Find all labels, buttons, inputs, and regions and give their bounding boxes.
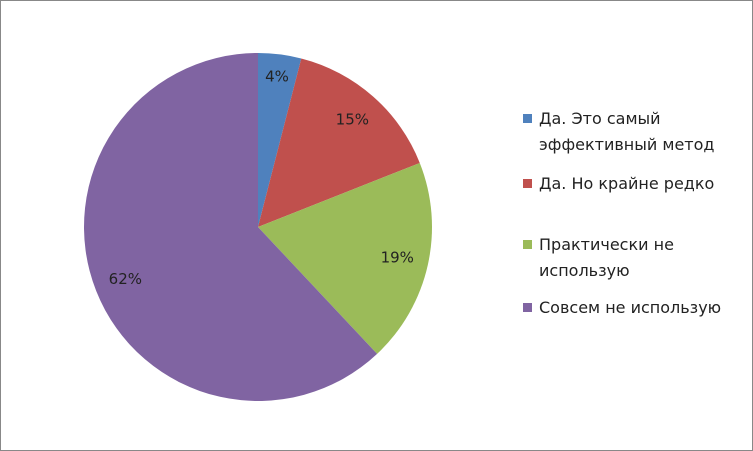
pie-slice bbox=[258, 53, 302, 227]
legend-label: Да. Это самый эффективный метод bbox=[539, 109, 715, 154]
legend-swatch bbox=[523, 240, 532, 249]
pie-slice bbox=[258, 58, 420, 228]
legend-item: Совсем не использую bbox=[523, 295, 748, 321]
data-label: 4% bbox=[265, 67, 289, 85]
legend-label: Практически не использую bbox=[539, 235, 674, 280]
pie-slice bbox=[258, 162, 432, 354]
pie-slice bbox=[83, 53, 378, 402]
data-label: 15% bbox=[336, 110, 369, 128]
legend-swatch bbox=[523, 303, 532, 312]
legend-label: Да. Но крайне редко bbox=[539, 174, 715, 193]
legend-item: Да. Это самый эффективный метод bbox=[523, 106, 748, 158]
data-label: 62% bbox=[109, 270, 142, 288]
legend-swatch bbox=[523, 114, 532, 123]
legend-item: Практически не использую bbox=[523, 232, 748, 284]
legend-item: Да. Но крайне редко bbox=[523, 171, 748, 197]
data-label: 19% bbox=[381, 249, 414, 267]
legend-swatch bbox=[523, 179, 532, 188]
legend-label: Совсем не использую bbox=[539, 298, 722, 317]
